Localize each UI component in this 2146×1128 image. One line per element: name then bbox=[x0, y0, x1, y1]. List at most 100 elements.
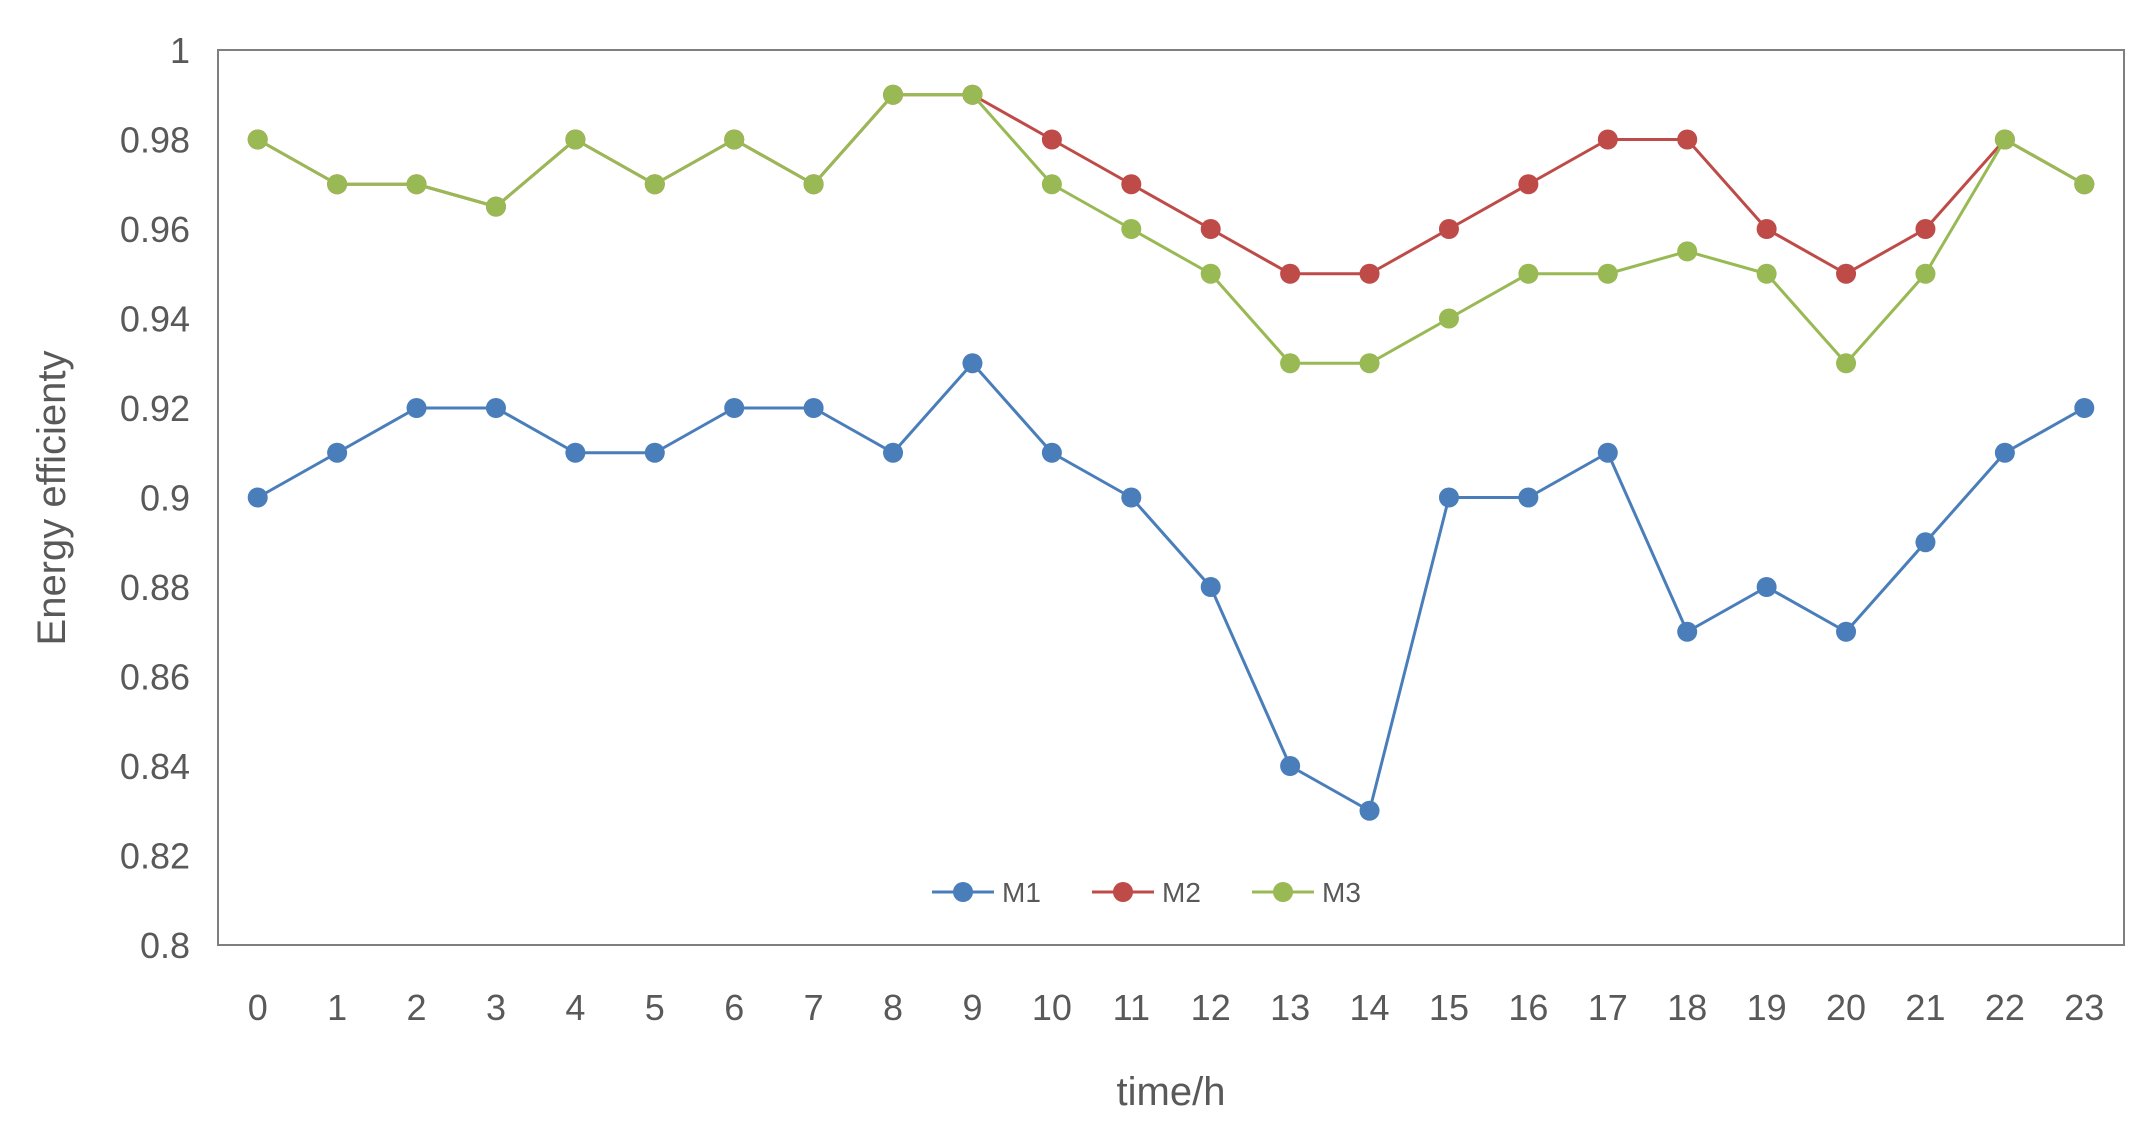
data-point-m1 bbox=[485, 398, 506, 418]
data-point-m1 bbox=[406, 398, 427, 418]
data-point-m3 bbox=[962, 84, 983, 105]
data-point-m2 bbox=[1200, 219, 1221, 239]
data-point-m3 bbox=[883, 84, 904, 105]
data-point-m1 bbox=[1438, 487, 1459, 508]
x-tick-label: 4 bbox=[565, 987, 585, 1028]
data-point-m3 bbox=[1915, 263, 1936, 284]
x-tick-label: 16 bbox=[1508, 987, 1548, 1028]
x-tick-label: 13 bbox=[1270, 987, 1310, 1028]
y-tick-label: 0.86 bbox=[120, 657, 190, 698]
data-point-m1 bbox=[803, 398, 824, 418]
legend: M1 M2 M3 bbox=[932, 877, 1361, 908]
data-point-m1 bbox=[1041, 442, 1062, 463]
y-tick-label: 0.8 bbox=[140, 925, 190, 966]
data-point-m2 bbox=[1836, 263, 1857, 284]
x-tick-label: 18 bbox=[1667, 987, 1707, 1028]
x-tick-label: 7 bbox=[804, 987, 824, 1028]
data-point-m3 bbox=[1121, 219, 1142, 239]
x-tick-label: 12 bbox=[1191, 987, 1231, 1028]
data-point-m1 bbox=[883, 442, 904, 463]
data-point-m1 bbox=[1359, 800, 1380, 821]
legend-marker bbox=[953, 882, 973, 902]
x-tick-label: 15 bbox=[1429, 987, 1469, 1028]
x-tick-label: 23 bbox=[2064, 987, 2104, 1028]
data-point-m3 bbox=[327, 174, 348, 195]
y-tick-label: 0.94 bbox=[120, 299, 190, 340]
legend-label: M2 bbox=[1162, 877, 1201, 908]
x-axis-ticks: 0 1 2 3 4 5 6 7 8 9 10 11 12 13 14 15 16 17 18 19 20 21 22 23 bbox=[248, 987, 2105, 1028]
data-point-m2 bbox=[1915, 219, 1936, 239]
data-point-m1 bbox=[1994, 442, 2015, 463]
x-tick-label: 11 bbox=[1113, 987, 1150, 1028]
x-tick-label: 19 bbox=[1747, 987, 1787, 1028]
x-tick-label: 10 bbox=[1032, 987, 1072, 1028]
data-point-m2 bbox=[1121, 174, 1142, 195]
data-point-m3 bbox=[644, 174, 665, 195]
legend-item-m2: M2 bbox=[1092, 877, 1201, 908]
series-m1 bbox=[247, 353, 2095, 821]
y-tick-label: 0.84 bbox=[120, 746, 190, 787]
legend-item-m3: M3 bbox=[1252, 877, 1361, 908]
data-point-m3 bbox=[1518, 263, 1539, 284]
data-point-m3 bbox=[2074, 174, 2095, 195]
data-point-m3 bbox=[565, 129, 586, 150]
legend-marker bbox=[1113, 882, 1133, 902]
data-point-m1 bbox=[1121, 487, 1142, 508]
series-layer bbox=[247, 84, 2095, 821]
data-point-m2 bbox=[1756, 219, 1777, 239]
data-point-m2 bbox=[1438, 219, 1459, 239]
x-tick-label: 1 bbox=[327, 987, 347, 1028]
data-point-m1 bbox=[565, 442, 586, 463]
x-tick-label: 8 bbox=[883, 987, 903, 1028]
data-point-m1 bbox=[1518, 487, 1539, 508]
data-point-m3 bbox=[1597, 263, 1618, 284]
y-axis-ticks: 0.8 0.82 0.84 0.86 0.88 0.9 0.92 0.94 0.96 0.98 1 bbox=[120, 30, 190, 966]
data-point-m3 bbox=[1280, 353, 1301, 374]
data-point-m1 bbox=[644, 442, 665, 463]
x-tick-label: 20 bbox=[1826, 987, 1866, 1028]
x-tick-label: 6 bbox=[724, 987, 744, 1028]
x-tick-label: 21 bbox=[1905, 987, 1945, 1028]
y-tick-label: 0.92 bbox=[120, 388, 190, 429]
data-point-m3 bbox=[1836, 353, 1857, 374]
x-tick-label: 0 bbox=[248, 987, 268, 1028]
data-point-m3 bbox=[724, 129, 745, 150]
data-point-m1 bbox=[1756, 577, 1777, 597]
data-point-m3 bbox=[803, 174, 824, 195]
data-point-m3 bbox=[1359, 353, 1380, 374]
data-point-m1 bbox=[724, 398, 745, 418]
data-point-m2 bbox=[1677, 129, 1698, 150]
data-point-m1 bbox=[247, 487, 268, 508]
data-point-m2 bbox=[1041, 129, 1062, 150]
data-point-m1 bbox=[1200, 577, 1221, 597]
legend-item-m1: M1 bbox=[932, 877, 1041, 908]
series-m3 bbox=[247, 84, 2095, 374]
data-point-m1 bbox=[1280, 756, 1301, 776]
x-tick-label: 5 bbox=[645, 987, 665, 1028]
x-axis-title: time/h bbox=[1117, 1070, 1226, 1114]
y-tick-label: 0.98 bbox=[120, 120, 190, 161]
data-point-m3 bbox=[485, 196, 506, 217]
data-point-m2 bbox=[1280, 263, 1301, 284]
data-point-m3 bbox=[1677, 241, 1698, 262]
data-point-m3 bbox=[1200, 263, 1221, 284]
y-tick-label: 0.82 bbox=[120, 836, 190, 877]
x-tick-label: 9 bbox=[962, 987, 982, 1028]
data-point-m3 bbox=[1438, 308, 1459, 329]
x-tick-label: 2 bbox=[407, 987, 427, 1028]
data-point-m1 bbox=[1836, 621, 1857, 642]
legend-marker bbox=[1273, 882, 1293, 902]
plot-area-frame bbox=[217, 49, 2125, 946]
data-point-m1 bbox=[1677, 621, 1698, 642]
data-point-m1 bbox=[1915, 532, 1936, 553]
data-point-m1 bbox=[327, 442, 348, 463]
data-point-m3 bbox=[247, 129, 268, 150]
x-tick-label: 22 bbox=[1985, 987, 2025, 1028]
legend-label: M3 bbox=[1322, 877, 1361, 908]
data-point-m1 bbox=[962, 353, 983, 374]
y-tick-label: 1 bbox=[170, 30, 190, 71]
data-point-m2 bbox=[1359, 263, 1380, 284]
x-tick-label: 3 bbox=[486, 987, 506, 1028]
